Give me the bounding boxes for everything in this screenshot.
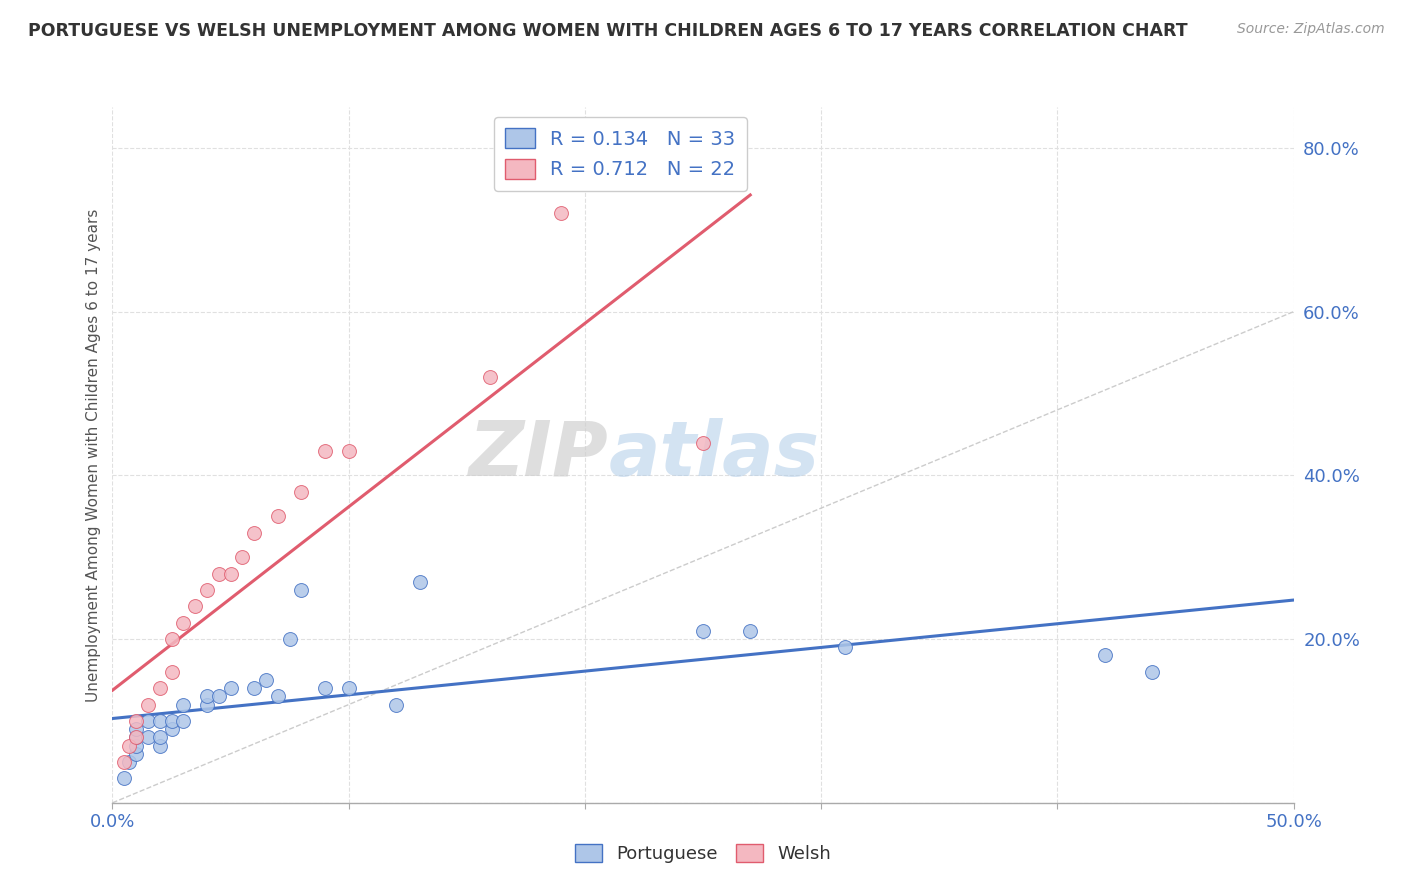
Point [160, 665, 183, 679]
Point [337, 443, 360, 458]
Point [314, 681, 336, 696]
Point [219, 566, 242, 581]
Point [125, 747, 148, 761]
Point [149, 739, 172, 753]
Point [243, 525, 266, 540]
Point [125, 714, 148, 728]
Point [149, 714, 172, 728]
Point [136, 714, 159, 728]
Point [290, 582, 312, 597]
Point [243, 681, 266, 696]
Point [172, 714, 194, 728]
Point [385, 698, 408, 712]
Point [208, 566, 231, 581]
Text: Source: ZipAtlas.com: Source: ZipAtlas.com [1237, 22, 1385, 37]
Point [267, 509, 290, 524]
Point [136, 698, 159, 712]
Point [184, 599, 207, 614]
Point [231, 550, 253, 565]
Point [1140, 665, 1163, 679]
Point [1094, 648, 1116, 663]
Point [219, 681, 242, 696]
Point [834, 640, 856, 655]
Point [118, 739, 141, 753]
Point [160, 714, 183, 728]
Y-axis label: Unemployment Among Women with Children Ages 6 to 17 years: Unemployment Among Women with Children A… [86, 208, 101, 702]
Point [195, 690, 218, 704]
Point [160, 722, 183, 736]
Point [125, 739, 148, 753]
Point [254, 673, 277, 687]
Text: atlas: atlas [609, 418, 820, 491]
Text: PORTUGUESE VS WELSH UNEMPLOYMENT AMONG WOMEN WITH CHILDREN AGES 6 TO 17 YEARS CO: PORTUGUESE VS WELSH UNEMPLOYMENT AMONG W… [28, 22, 1188, 40]
Text: ZIP: ZIP [468, 418, 609, 491]
Point [195, 698, 218, 712]
Legend: Portuguese, Welsh: Portuguese, Welsh [568, 837, 838, 871]
Point [290, 484, 312, 499]
Point [125, 731, 148, 745]
Point [112, 771, 135, 785]
Point [314, 443, 336, 458]
Point [408, 574, 430, 589]
Point [125, 722, 148, 736]
Point [208, 690, 231, 704]
Point [740, 624, 762, 638]
Point [149, 731, 172, 745]
Point [160, 632, 183, 646]
Point [195, 582, 218, 597]
Point [550, 206, 572, 220]
Point [172, 698, 194, 712]
Point [692, 435, 714, 450]
Point [125, 731, 148, 745]
Point [112, 755, 135, 769]
Point [118, 755, 141, 769]
Point [149, 681, 172, 696]
Point [267, 690, 290, 704]
Point [172, 615, 194, 630]
Point [278, 632, 301, 646]
Point [136, 731, 159, 745]
Point [479, 370, 502, 384]
Point [337, 681, 360, 696]
Point [692, 624, 714, 638]
